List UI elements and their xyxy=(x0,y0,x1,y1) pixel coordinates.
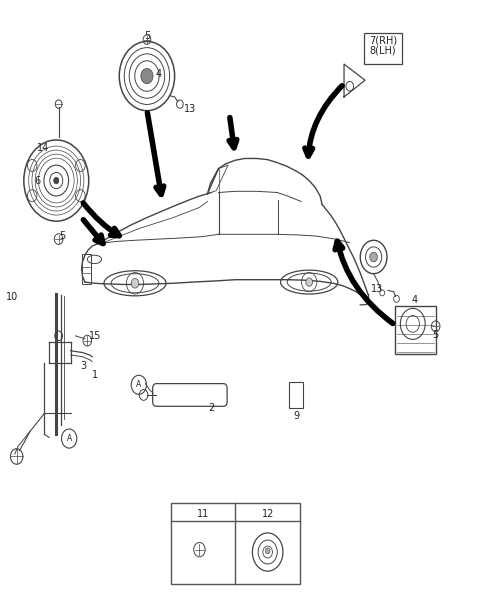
Circle shape xyxy=(141,68,153,83)
Text: 1: 1 xyxy=(92,370,98,380)
Text: 5: 5 xyxy=(60,230,66,241)
Text: A: A xyxy=(67,434,72,443)
Circle shape xyxy=(306,278,312,286)
Text: 6: 6 xyxy=(34,176,40,185)
Text: 4: 4 xyxy=(156,69,162,79)
Circle shape xyxy=(265,548,270,554)
Circle shape xyxy=(131,278,139,288)
Text: 9: 9 xyxy=(293,411,300,421)
Text: 3: 3 xyxy=(80,361,86,371)
Bar xyxy=(364,33,402,64)
Text: 10: 10 xyxy=(6,292,18,302)
Text: 15: 15 xyxy=(89,331,101,341)
Text: 12: 12 xyxy=(262,509,274,519)
Text: 2: 2 xyxy=(208,403,215,413)
Text: 4: 4 xyxy=(411,295,417,305)
Text: A: A xyxy=(136,380,142,389)
Text: 8(LH): 8(LH) xyxy=(370,46,396,55)
Text: 13: 13 xyxy=(184,104,196,114)
Text: 5: 5 xyxy=(432,329,439,340)
Text: 7(RH): 7(RH) xyxy=(369,35,397,45)
Circle shape xyxy=(54,178,59,184)
Bar xyxy=(289,382,303,407)
Bar xyxy=(82,254,91,284)
Text: 5: 5 xyxy=(144,31,150,41)
Bar xyxy=(171,503,300,584)
Text: 13: 13 xyxy=(372,284,384,294)
Text: 14: 14 xyxy=(37,143,49,153)
Text: 11: 11 xyxy=(197,509,209,519)
Circle shape xyxy=(370,252,377,262)
Bar xyxy=(395,306,436,354)
